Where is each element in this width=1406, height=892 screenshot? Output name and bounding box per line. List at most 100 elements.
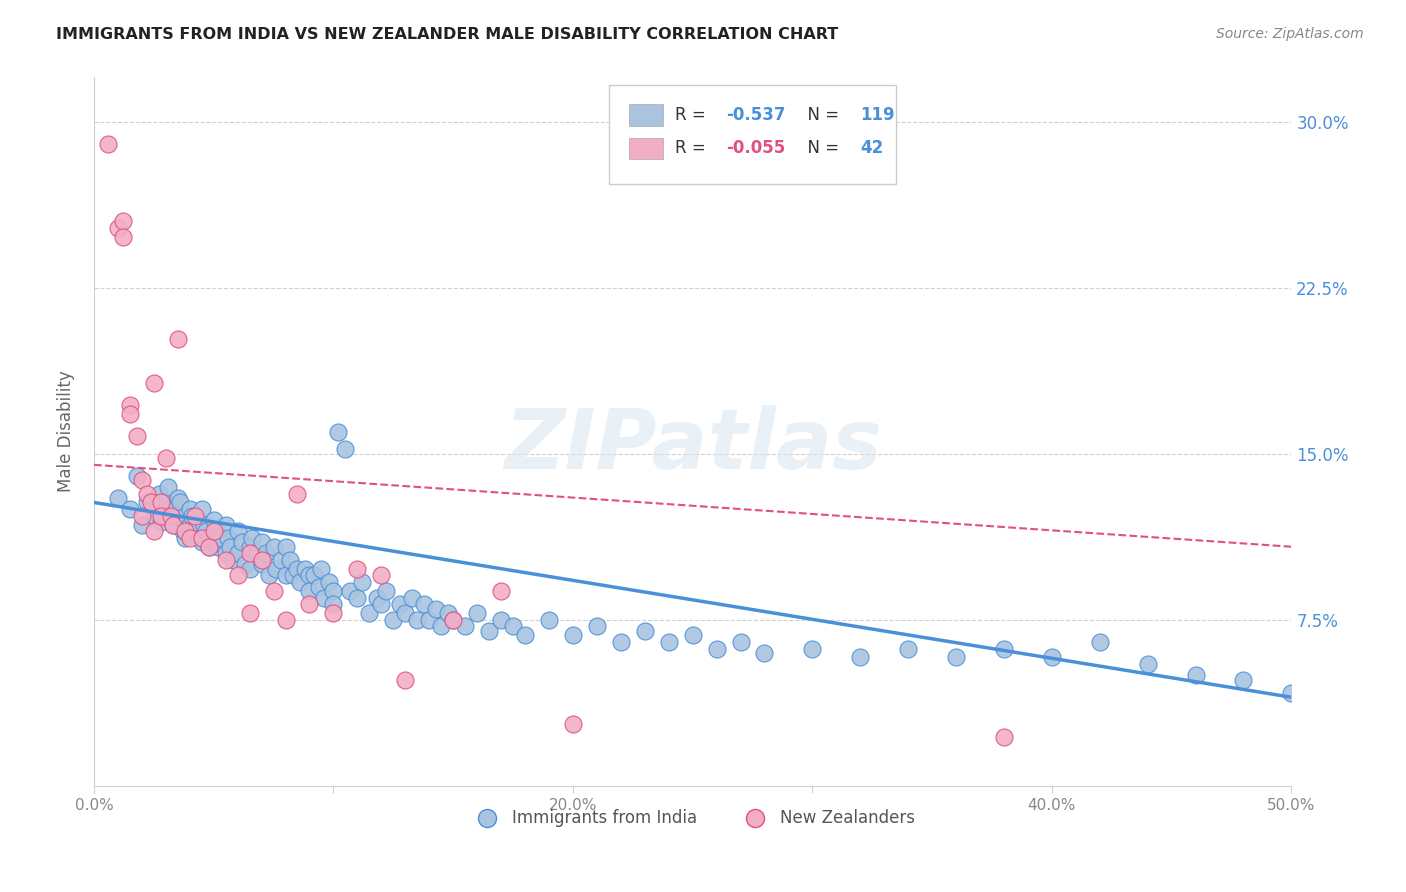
- Point: [155, 508, 177, 523]
- Point: [190, 535, 212, 549]
- Point: [561, 716, 583, 731]
- FancyBboxPatch shape: [628, 137, 662, 159]
- Point: [346, 591, 368, 605]
- Point: [142, 508, 165, 523]
- Point: [1088, 635, 1111, 649]
- Point: [298, 584, 321, 599]
- Point: [239, 546, 262, 560]
- Point: [240, 531, 263, 545]
- Point: [135, 486, 157, 500]
- Point: [217, 531, 239, 545]
- Point: [131, 517, 153, 532]
- Point: [148, 486, 170, 500]
- Point: [111, 229, 134, 244]
- Point: [131, 508, 153, 523]
- Point: [202, 535, 225, 549]
- Point: [287, 562, 309, 576]
- Point: [198, 540, 221, 554]
- Point: [179, 502, 201, 516]
- Point: [370, 568, 392, 582]
- Point: [142, 376, 165, 390]
- Point: [287, 486, 309, 500]
- Point: [308, 580, 330, 594]
- Point: [298, 568, 321, 582]
- Point: [352, 575, 374, 590]
- Point: [706, 641, 728, 656]
- Point: [135, 495, 157, 509]
- Point: [202, 513, 225, 527]
- Point: [157, 480, 180, 494]
- Point: [159, 502, 181, 516]
- Point: [179, 517, 201, 532]
- Point: [222, 553, 245, 567]
- Point: [281, 568, 304, 582]
- Point: [682, 628, 704, 642]
- Point: [233, 558, 256, 572]
- Point: [162, 517, 184, 532]
- Point: [437, 606, 460, 620]
- Point: [254, 546, 277, 560]
- Point: [169, 495, 191, 509]
- Point: [263, 584, 285, 599]
- Point: [155, 451, 177, 466]
- Point: [209, 531, 232, 545]
- Point: [897, 641, 920, 656]
- Point: [945, 650, 967, 665]
- Point: [250, 535, 273, 549]
- Point: [149, 516, 172, 530]
- Point: [401, 591, 423, 605]
- Y-axis label: Male Disability: Male Disability: [58, 371, 75, 492]
- Point: [294, 562, 316, 576]
- Point: [465, 606, 488, 620]
- Point: [1136, 657, 1159, 671]
- Point: [849, 650, 872, 665]
- Point: [1184, 668, 1206, 682]
- Point: [142, 524, 165, 539]
- Point: [159, 508, 181, 523]
- Point: [263, 540, 285, 554]
- Point: [389, 597, 412, 611]
- Text: IMMIGRANTS FROM INDIA VS NEW ZEALANDER MALE DISABILITY CORRELATION CHART: IMMIGRANTS FROM INDIA VS NEW ZEALANDER M…: [56, 27, 838, 42]
- Point: [172, 524, 194, 539]
- Point: [202, 524, 225, 539]
- Point: [1279, 686, 1302, 700]
- Point: [118, 502, 141, 516]
- Point: [125, 429, 148, 443]
- Point: [107, 491, 129, 505]
- Point: [155, 495, 177, 509]
- Point: [585, 619, 607, 633]
- Point: [190, 531, 212, 545]
- Point: [195, 524, 218, 539]
- Text: 119: 119: [860, 106, 894, 124]
- Point: [322, 584, 344, 599]
- Point: [304, 568, 326, 582]
- Point: [118, 398, 141, 412]
- Point: [502, 619, 524, 633]
- Text: N =: N =: [797, 139, 844, 157]
- Point: [219, 540, 242, 554]
- Point: [107, 221, 129, 235]
- Point: [1232, 673, 1254, 687]
- Point: [226, 524, 249, 539]
- Point: [239, 540, 262, 554]
- Text: 42: 42: [860, 139, 883, 157]
- Point: [131, 473, 153, 487]
- Point: [413, 597, 436, 611]
- Point: [312, 591, 335, 605]
- Point: [1040, 650, 1063, 665]
- Point: [250, 553, 273, 567]
- Point: [394, 606, 416, 620]
- Text: -0.537: -0.537: [725, 106, 786, 124]
- Point: [186, 517, 208, 532]
- Point: [634, 624, 657, 638]
- Point: [478, 624, 501, 638]
- Point: [274, 568, 297, 582]
- Point: [226, 568, 249, 582]
- Text: ZIPatlas: ZIPatlas: [503, 405, 882, 486]
- Point: [174, 531, 197, 545]
- Point: [441, 613, 464, 627]
- Point: [382, 613, 405, 627]
- Point: [183, 524, 205, 539]
- Point: [183, 508, 205, 523]
- Point: [270, 553, 292, 567]
